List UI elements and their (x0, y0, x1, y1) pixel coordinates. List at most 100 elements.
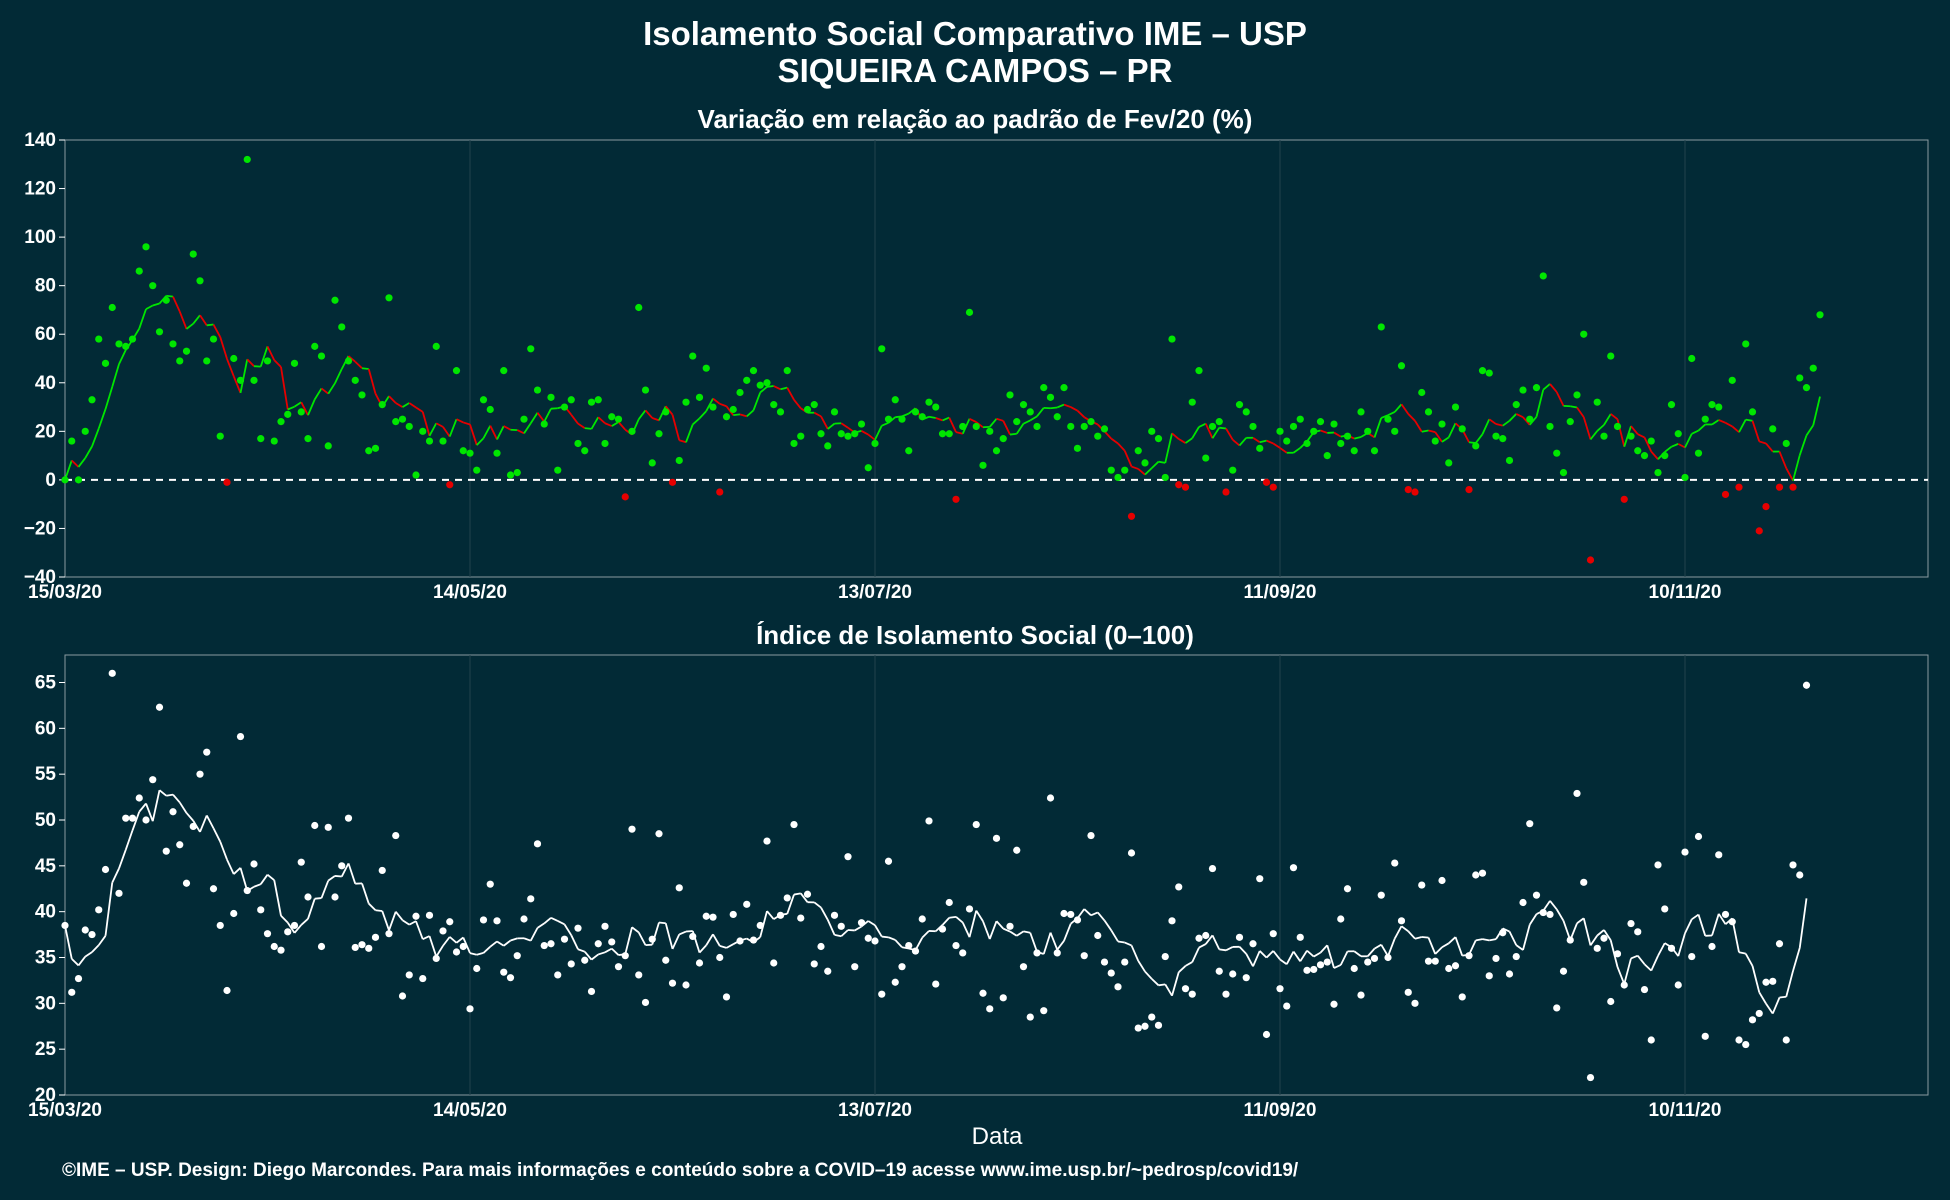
trend-segment (867, 433, 876, 441)
trend-segment (1508, 931, 1518, 946)
trend-segment (361, 367, 369, 370)
data-point (749, 936, 758, 944)
data-point (608, 938, 616, 946)
trend-segment (1400, 925, 1409, 932)
trend-segment (786, 387, 795, 401)
trend-segment (77, 956, 86, 966)
data-point (108, 303, 116, 312)
data-point (999, 994, 1007, 1002)
data-point (641, 998, 650, 1007)
data-point (898, 963, 906, 971)
data-point (614, 415, 623, 423)
data-point (1391, 427, 1399, 435)
data-point (682, 398, 690, 406)
data-point (189, 250, 197, 258)
data-point (1208, 864, 1217, 873)
trend-segment (1076, 410, 1085, 418)
trend-segment (996, 417, 1004, 422)
data-point (1080, 952, 1088, 960)
trend-segment (1313, 951, 1321, 958)
trend-segment (1630, 954, 1639, 960)
data-point (182, 879, 191, 887)
trend-segment (77, 457, 86, 468)
trend-segment (476, 437, 485, 446)
trend-segment (1549, 383, 1558, 393)
data-point (648, 935, 656, 943)
data-point (945, 898, 953, 907)
data-point (851, 963, 859, 971)
trend-segment (232, 375, 242, 394)
data-point (1107, 466, 1115, 474)
trend-segment (1387, 411, 1396, 416)
trend-segment (638, 409, 647, 420)
data-point (1613, 950, 1622, 958)
data-point (1249, 422, 1257, 431)
data-point (74, 476, 83, 484)
trend-segment (1677, 443, 1686, 449)
data-point (1330, 1000, 1338, 1008)
data-point (574, 924, 582, 932)
data-point (1438, 420, 1446, 428)
y-tick-label: 60 (35, 718, 56, 739)
trend-segment (1447, 422, 1457, 438)
data-point (1087, 831, 1095, 840)
trend-segment (415, 920, 424, 940)
data-point (871, 937, 879, 945)
trend-segment (834, 934, 842, 938)
trend-segment (1204, 423, 1214, 439)
trend-segment (624, 927, 633, 955)
trend-segment (469, 952, 477, 956)
data-point (1526, 415, 1534, 423)
trend-segment (1225, 428, 1234, 441)
plot-frame (64, 139, 1929, 578)
trend-segment (158, 789, 167, 797)
data-point (1721, 490, 1730, 499)
trend-segment (1103, 920, 1112, 931)
data-point (1127, 512, 1136, 520)
data-point (1087, 418, 1095, 426)
data-point (1067, 422, 1075, 431)
data-point (1796, 871, 1804, 879)
data-point (817, 430, 825, 438)
data-point (938, 430, 947, 438)
data-point (1168, 917, 1176, 925)
data-point (547, 940, 555, 948)
data-point (1478, 367, 1487, 375)
data-point (142, 243, 150, 251)
data-point (1667, 401, 1676, 409)
data-point (668, 478, 677, 486)
data-point (527, 345, 535, 353)
trend-segment (375, 909, 383, 912)
data-point (1337, 915, 1345, 923)
data-point (986, 1005, 994, 1013)
data-point (891, 396, 899, 404)
data-point (702, 912, 710, 920)
data-point (1593, 944, 1601, 952)
trend-segment (422, 935, 430, 940)
trend-segment (604, 422, 613, 427)
trend-segment (1245, 953, 1254, 967)
data-point (1364, 958, 1372, 966)
trend-segment (1454, 936, 1464, 956)
data-point (1782, 439, 1790, 448)
data-point (135, 267, 143, 275)
data-point (675, 456, 683, 465)
data-point (365, 944, 373, 952)
data-point (1634, 447, 1642, 455)
data-point (155, 328, 164, 336)
trend-segment (692, 417, 701, 426)
trend-segment (1785, 970, 1794, 997)
data-point (1532, 384, 1541, 392)
data-point (1688, 354, 1696, 363)
trend-segment (705, 398, 714, 412)
y-tick-label: 35 (35, 948, 57, 969)
data-point (351, 376, 359, 384)
data-point (682, 981, 690, 989)
data-point (1175, 883, 1183, 891)
trend-segment (1623, 958, 1632, 985)
data-point (513, 469, 521, 477)
data-point (68, 437, 76, 445)
trend-segment (921, 930, 930, 939)
data-point (101, 865, 110, 874)
trend-segment (442, 426, 451, 438)
